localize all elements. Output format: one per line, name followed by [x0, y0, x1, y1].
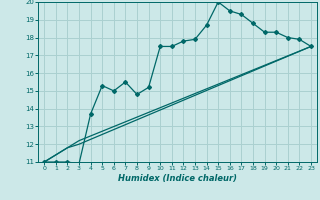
X-axis label: Humidex (Indice chaleur): Humidex (Indice chaleur): [118, 174, 237, 183]
